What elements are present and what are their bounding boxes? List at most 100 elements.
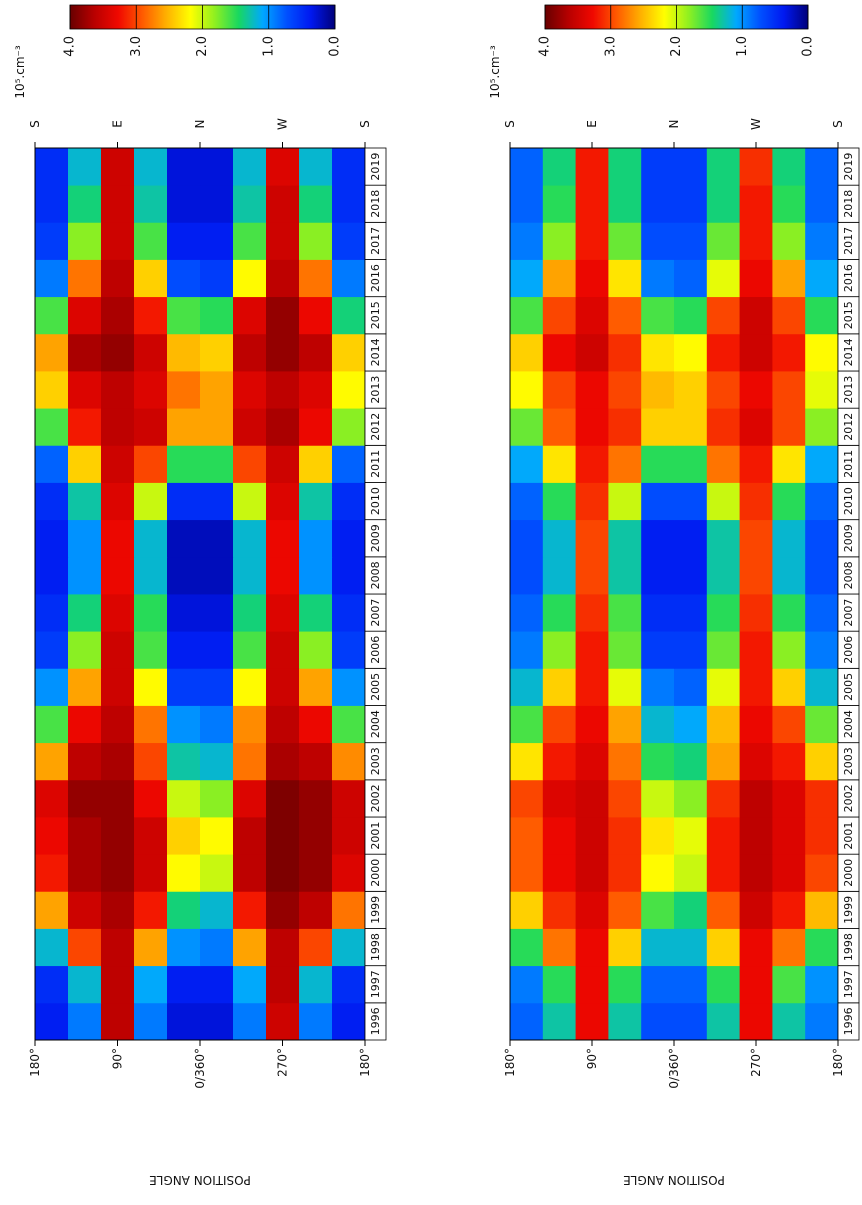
heatmap-cell <box>299 705 333 744</box>
heatmap-cell <box>575 631 609 669</box>
heatmap-cell <box>805 779 839 818</box>
heatmap-cell <box>134 742 168 781</box>
heatmap-cell <box>35 705 69 744</box>
heatmap-cell <box>706 594 740 632</box>
heatmap-cell <box>233 891 267 929</box>
year-label: 2010 <box>842 487 855 515</box>
heatmap-cell <box>101 891 135 929</box>
heatmap-cell <box>299 445 333 483</box>
heatmap-cell <box>739 817 773 855</box>
heatmap-cell <box>510 296 544 335</box>
heatmap-cell <box>805 482 839 521</box>
heatmap-cell <box>200 296 234 335</box>
heatmap-cell <box>134 371 168 409</box>
year-label: 2019 <box>369 153 382 181</box>
heatmap-cell <box>101 259 135 298</box>
heatmap-cell <box>299 222 333 260</box>
heatmap-cell <box>706 296 740 335</box>
heatmap-cell <box>608 779 642 818</box>
year-label: 1999 <box>842 896 855 924</box>
heatmap-cell <box>641 817 675 855</box>
heatmap-cell <box>510 408 544 446</box>
heatmap-cell <box>608 148 642 186</box>
heatmap-cell <box>510 854 544 892</box>
year-label: 2004 <box>369 710 382 738</box>
heatmap-cell <box>674 371 708 409</box>
heatmap-cell <box>772 519 806 558</box>
heatmap-cell <box>706 854 740 892</box>
heatmap-cell <box>233 1002 267 1041</box>
heatmap-cell <box>233 668 267 706</box>
heatmap-cell <box>575 333 609 372</box>
heatmap-cell <box>542 705 576 744</box>
direction-label: S <box>28 120 42 128</box>
heatmap-cell <box>739 742 773 781</box>
heatmap-cell <box>299 668 333 706</box>
heatmap-cell <box>266 817 300 855</box>
heatmap-cell <box>233 482 267 521</box>
heatmap-cell <box>332 705 366 744</box>
heatmap-cell <box>706 482 740 521</box>
heatmap-cell <box>706 259 740 298</box>
heatmap-cell <box>68 631 102 669</box>
heatmap-cell <box>68 965 102 1004</box>
heatmap-cell <box>510 1002 544 1041</box>
heatmap-cell <box>641 594 675 632</box>
heatmap-cell <box>641 371 675 409</box>
heatmap-cell <box>805 891 839 929</box>
heatmap-cell <box>641 891 675 929</box>
heatmap-cell <box>200 742 234 781</box>
heatmap-cell <box>674 185 708 223</box>
x-tick-label: 90° <box>111 1048 125 1069</box>
heatmap-cell <box>200 817 234 855</box>
heatmap-cell <box>739 371 773 409</box>
heatmap-cell <box>299 854 333 892</box>
year-label: 2001 <box>842 822 855 850</box>
x-tick-label: 180° <box>28 1048 42 1077</box>
heatmap-cell <box>167 965 201 1004</box>
heatmap-cell <box>299 594 333 632</box>
heatmap-cell <box>542 519 576 558</box>
heatmap-cell <box>101 779 135 818</box>
heatmap-cell <box>575 222 609 260</box>
heatmap-cell <box>706 371 740 409</box>
heatmap-cell <box>542 148 576 186</box>
heatmap-cell <box>575 371 609 409</box>
heatmap-cell <box>805 445 839 483</box>
heatmap-cell <box>772 148 806 186</box>
heatmap-cell <box>233 371 267 409</box>
heatmap-cell <box>641 965 675 1004</box>
heatmap-cell <box>233 965 267 1004</box>
heatmap-cell <box>68 854 102 892</box>
heatmap-cell <box>575 965 609 1004</box>
heatmap-cell <box>542 445 576 483</box>
heatmap-cell <box>674 965 708 1004</box>
heatmap-cell <box>68 1002 102 1041</box>
heatmap-cell <box>674 556 708 595</box>
heatmap-cell <box>299 779 333 818</box>
heatmap-cell <box>68 556 102 595</box>
heatmap-cell <box>772 854 806 892</box>
heatmap-cell <box>608 854 642 892</box>
heatmap-cell <box>739 296 773 335</box>
heatmap-cell <box>575 259 609 298</box>
heatmap-cell <box>739 854 773 892</box>
heatmap-cell <box>739 222 773 260</box>
heatmap-cell <box>233 854 267 892</box>
year-label: 2001 <box>369 822 382 850</box>
heatmap-cell <box>200 519 234 558</box>
heatmap-cell <box>739 705 773 744</box>
heatmap-cell <box>134 891 168 929</box>
x-tick-label: 270° <box>276 1048 290 1077</box>
year-label: 2013 <box>842 376 855 404</box>
heatmap-cell <box>674 519 708 558</box>
heatmap-cell <box>101 185 135 223</box>
heatmap-cell <box>805 1002 839 1041</box>
heatmap-cell <box>68 817 102 855</box>
heatmap-cell <box>233 222 267 260</box>
heatmap-cell <box>332 668 366 706</box>
heatmap-cell <box>200 891 234 929</box>
direction-label: S <box>503 120 517 128</box>
heatmap-cell <box>266 333 300 372</box>
heatmap-cell <box>35 928 69 967</box>
